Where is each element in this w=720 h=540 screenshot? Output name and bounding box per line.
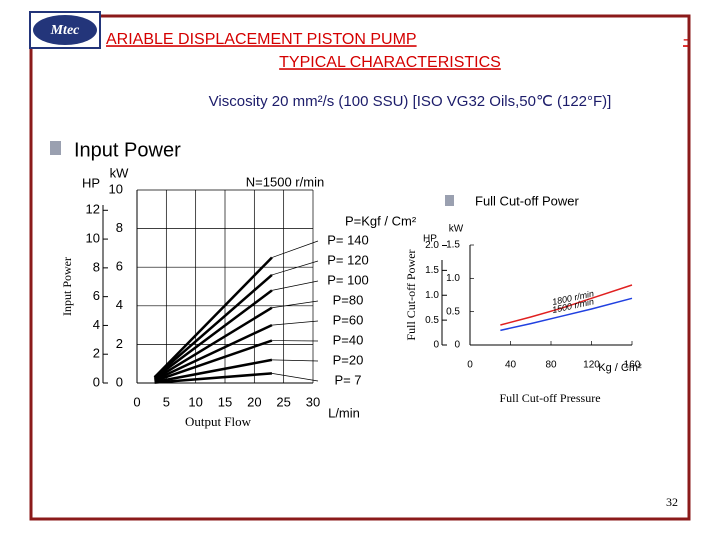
- y2-tick-label: 12: [86, 202, 100, 217]
- y-tick-label: 0: [116, 374, 123, 389]
- y-tick-label: 0.5: [446, 306, 460, 317]
- series-line: [500, 284, 633, 326]
- x-tick-label: 120: [583, 360, 600, 371]
- leader-line: [271, 300, 319, 309]
- x-tick-label: 25: [276, 394, 290, 409]
- y2-tick-label: 1.5: [425, 265, 439, 276]
- x-tick-label: 0: [467, 360, 473, 371]
- x-axis-label: Output Flow: [185, 414, 252, 429]
- x-tick-label: 160: [624, 360, 641, 371]
- series-line: [153, 273, 273, 379]
- legend-label: P=40: [333, 332, 364, 347]
- y2-tick-label: 10: [86, 231, 100, 246]
- bullet: [445, 195, 454, 206]
- logo: Mtec: [29, 11, 101, 49]
- leader-line: [271, 240, 319, 258]
- speed-label: N=1500 r/min: [246, 174, 324, 189]
- chart-title: Input Power: [74, 139, 181, 161]
- slide-subtitle: TYPICAL CHARACTERISTICS: [279, 54, 501, 71]
- x-tick-label: 5: [163, 394, 170, 409]
- y-unit: kW: [110, 165, 130, 180]
- y2-tick-label: 1.0: [425, 290, 439, 301]
- page-number: 32: [666, 495, 678, 509]
- series-line: [154, 358, 273, 384]
- legend-label: P= 120: [327, 252, 369, 267]
- x-tick-label: 30: [306, 394, 320, 409]
- y2-tick-label: 2.0: [425, 240, 439, 251]
- x-tick-label: 10: [188, 394, 202, 409]
- y-axis-label: Full Cut-off Power: [404, 249, 418, 340]
- x-unit: L/min: [328, 405, 360, 420]
- y2-tick-label: 0.5: [425, 315, 439, 326]
- legend-label: P= 100: [327, 272, 369, 287]
- y2-unit: HP: [82, 175, 100, 190]
- series-line: [153, 289, 273, 380]
- y-tick-label: 0: [454, 340, 460, 351]
- series-line: [500, 297, 633, 332]
- leader-line: [271, 260, 319, 276]
- y-tick-label: 8: [116, 220, 123, 235]
- series-line: [154, 339, 273, 383]
- conditions: Viscosity 20 mm²/s (100 SSU) [ISO VG32 O…: [209, 93, 612, 110]
- leader-line: [271, 359, 319, 362]
- legend-label: P=80: [333, 292, 364, 307]
- legend-label: P= 7: [334, 372, 361, 387]
- y-tick-label: 10: [109, 181, 123, 196]
- slide-title: ARIABLE DISPLACEMENT PISTON PUMP: [106, 31, 417, 48]
- bullet: [50, 141, 61, 155]
- slide-frame: [29, 14, 691, 521]
- y2-tick-label: 4: [93, 317, 100, 332]
- y-tick-label: 2: [116, 336, 123, 351]
- y2-tick-label: 0: [433, 340, 439, 351]
- leader-line: [271, 320, 319, 326]
- leader-line: [271, 373, 319, 382]
- series-line: [153, 306, 273, 381]
- chart-title: Full Cut-off Power: [475, 193, 579, 208]
- x-tick-label: 0: [133, 394, 140, 409]
- x-tick-label: 20: [247, 394, 261, 409]
- y-tick-label: 1.5: [446, 240, 460, 251]
- x-axis-label: Full Cut-off Pressure: [499, 391, 600, 405]
- y-tick-label: 4: [116, 297, 123, 312]
- logo-text: Mtec: [50, 23, 81, 38]
- slide-dash: -: [683, 31, 688, 48]
- series-line: [154, 323, 273, 382]
- x-tick-label: 80: [545, 360, 557, 371]
- y2-tick-label: 2: [93, 346, 100, 361]
- pressure-unit: P=Kgf / Cm²: [345, 213, 417, 228]
- y-tick-label: 6: [116, 259, 123, 274]
- x-tick-label: 15: [218, 394, 232, 409]
- y-tick-label: 1.0: [446, 273, 460, 284]
- y2-unit: HP: [423, 234, 437, 245]
- logo-oval: [33, 15, 97, 45]
- series-line: [154, 372, 273, 384]
- x-tick-label: 40: [505, 360, 517, 371]
- series-line: [153, 256, 273, 379]
- leader-line: [271, 280, 319, 291]
- y2-tick-label: 8: [93, 259, 100, 274]
- y-axis-label: Input Power: [60, 257, 74, 316]
- legend-label: P= 140: [327, 232, 369, 247]
- y2-tick-label: 0: [93, 374, 100, 389]
- y2-tick-label: 6: [93, 288, 100, 303]
- x-unit: Kg / Cm²: [598, 362, 642, 374]
- legend-label: P=20: [333, 352, 364, 367]
- legend-label: P=60: [333, 312, 364, 327]
- y-unit: kW: [449, 224, 464, 235]
